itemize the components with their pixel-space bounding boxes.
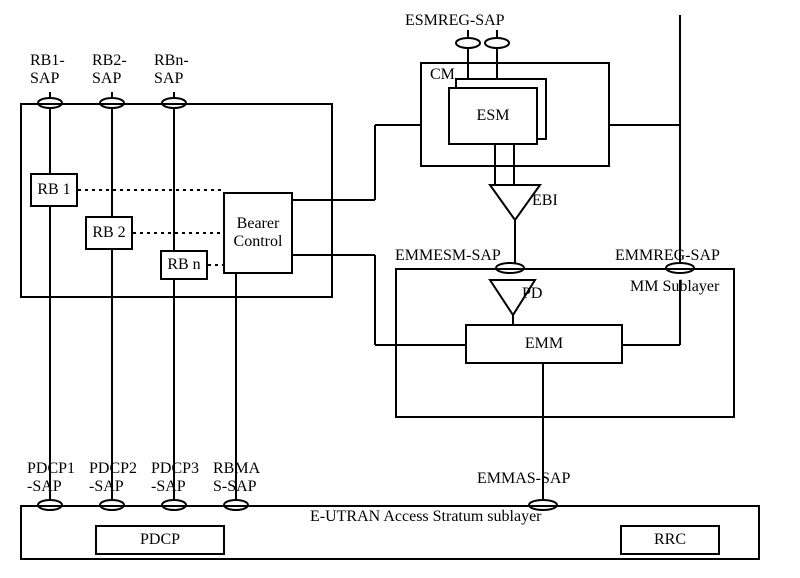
cm-label: CM xyxy=(430,66,455,84)
mm-sublayer-label: MM Sublayer xyxy=(630,278,719,296)
rb1-sap-label: RB1- SAP xyxy=(30,52,65,88)
rbn-label: RB n xyxy=(167,256,200,274)
rbn-box: RB n xyxy=(160,250,208,280)
emm-box: EMM xyxy=(465,324,623,364)
emmreg-sap-label: EMMREG-SAP xyxy=(615,247,720,265)
bearer-label: Bearer Control xyxy=(234,215,283,251)
rbn-sap-label: RBn- SAP xyxy=(154,52,189,88)
rbmas-sap-label: RBMA S-SAP xyxy=(213,460,260,496)
bearer-box: Bearer Control xyxy=(223,192,293,274)
pd-label: PD xyxy=(522,285,542,303)
pdcp-box: PDCP xyxy=(95,525,225,555)
rrc-label: RRC xyxy=(654,531,686,549)
eutran-label: E-UTRAN Access Stratum sublayer xyxy=(310,508,542,526)
pdcp2-sap-label: PDCP2 -SAP xyxy=(89,460,137,496)
rb2-box: RB 2 xyxy=(85,216,133,250)
rb2-sap-label: RB2- SAP xyxy=(92,52,127,88)
pdcp1-sap-label: PDCP1 -SAP xyxy=(27,460,75,496)
rb1-label: RB 1 xyxy=(37,181,70,199)
rb1-box: RB 1 xyxy=(30,173,78,207)
pdcp-label: PDCP xyxy=(140,531,180,549)
emmesm-sap-label: EMMESM-SAP xyxy=(395,247,501,265)
rrc-box: RRC xyxy=(620,525,720,555)
esmreg-sap-label: ESMREG-SAP xyxy=(405,12,505,30)
emmas-sap-label: EMMAS-SAP xyxy=(477,470,570,488)
rb2-label: RB 2 xyxy=(92,224,125,242)
esm-label: ESM xyxy=(477,107,510,125)
pdcp3-sap-label: PDCP3 -SAP xyxy=(151,460,199,496)
esm-box: ESM xyxy=(448,87,538,145)
ebi-label: EBI xyxy=(532,192,558,210)
emm-label: EMM xyxy=(525,335,563,353)
